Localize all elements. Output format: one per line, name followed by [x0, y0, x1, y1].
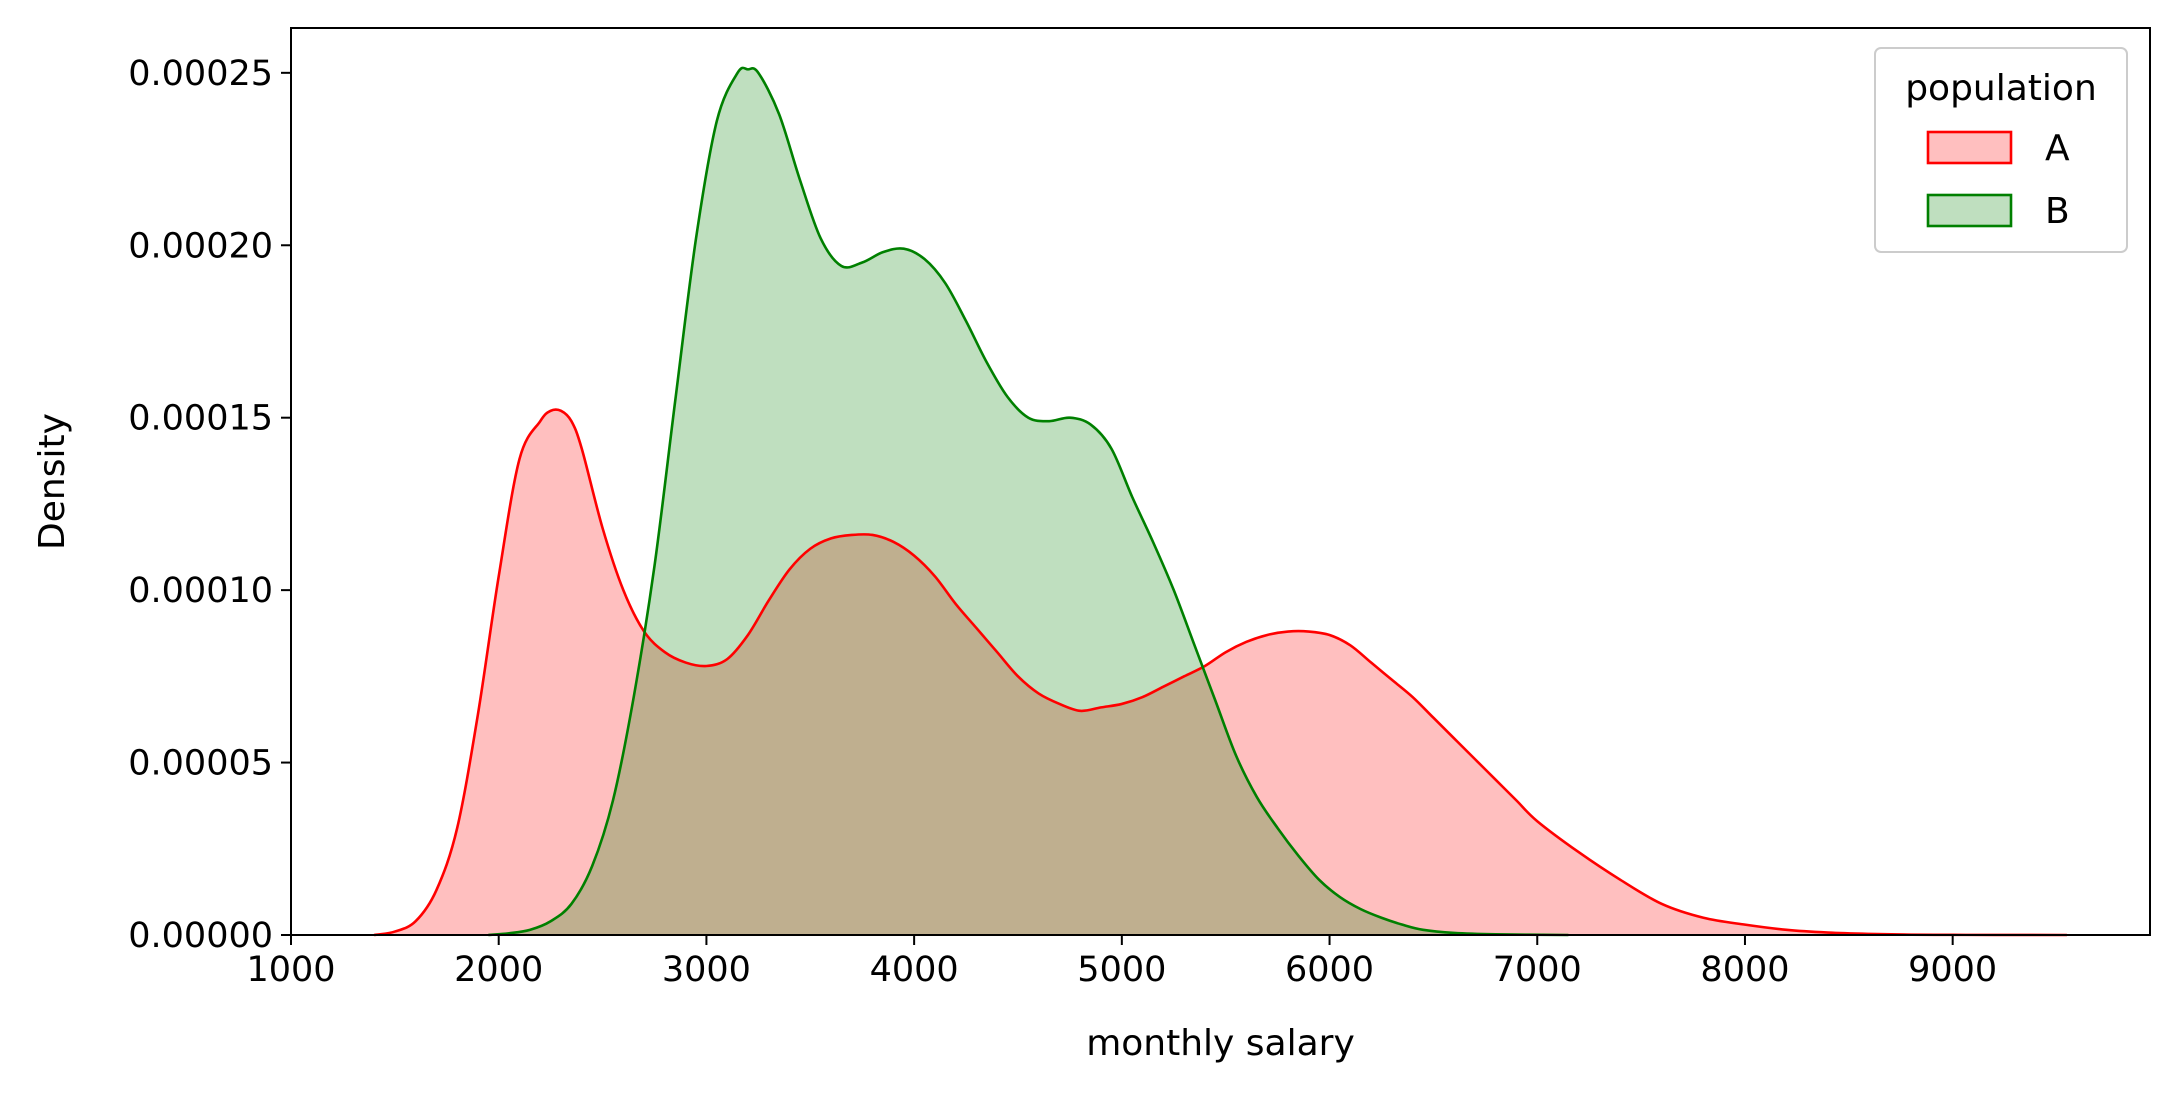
legend: population AB — [1874, 47, 2128, 253]
x-tick-label: 5000 — [1077, 950, 1166, 990]
line-series-A — [373, 408, 2067, 937]
x-tick-label: 3000 — [662, 950, 751, 990]
x-axis: 1000 2000 3000 4000 5000 6000 7000 8000 9000 — [246, 935, 1997, 990]
x-tick-label: 8000 — [1700, 950, 1789, 990]
area-series-A — [374, 409, 2067, 935]
axes-frame — [290, 27, 2151, 936]
y-axis-title: Density — [32, 413, 73, 550]
density-areas — [374, 67, 2067, 936]
x-tick-label: 6000 — [1285, 950, 1374, 990]
area-series-B — [488, 67, 1569, 936]
legend-swatch-B — [1926, 193, 2013, 228]
y-tick-label: 0.00025 — [128, 54, 273, 94]
legend-title: population — [1905, 68, 2097, 109]
x-axis-title: monthly salary — [1086, 1023, 1355, 1064]
y-axis: 0.00000 0.00005 0.00010 0.00015 0.00020 0.000… — [128, 54, 291, 956]
legend-box — [1874, 47, 2128, 253]
y-tick-label: 0.00000 — [128, 916, 273, 956]
x-tick-label: 4000 — [870, 950, 959, 990]
line-series-B — [488, 66, 1569, 937]
y-tick-label: 0.00005 — [128, 744, 273, 784]
y-tick-label: 0.00020 — [128, 226, 273, 266]
x-tick-label: 9000 — [1908, 950, 1997, 990]
y-tick-label: 0.00010 — [128, 571, 273, 611]
legend-label-B: B — [2045, 191, 2070, 232]
legend-label-A: A — [2045, 128, 2070, 169]
y-tick-label: 0.00015 — [128, 399, 273, 439]
x-tick-label: 7000 — [1493, 950, 1582, 990]
x-tick-label: 1000 — [246, 950, 335, 990]
legend-entries: AB — [1926, 128, 2070, 232]
legend-swatch-A — [1926, 130, 2013, 165]
density-lines — [373, 66, 2067, 937]
x-tick-label: 2000 — [454, 950, 543, 990]
